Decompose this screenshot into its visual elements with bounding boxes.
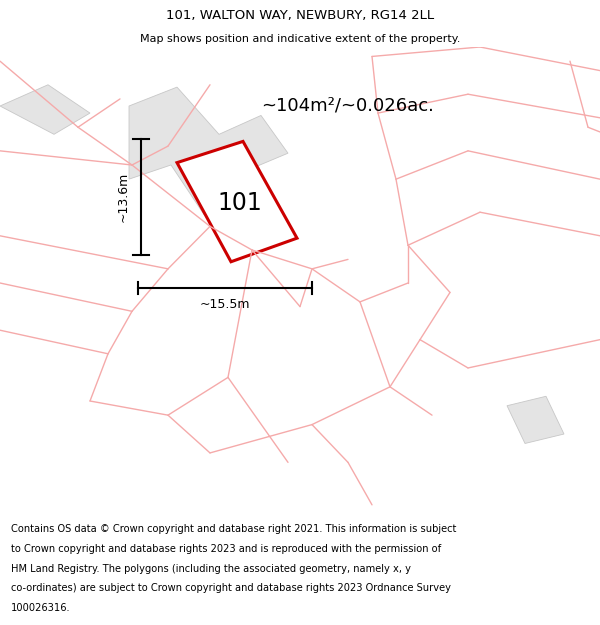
Text: co-ordinates) are subject to Crown copyright and database rights 2023 Ordnance S: co-ordinates) are subject to Crown copyr… bbox=[11, 583, 451, 593]
Text: ~15.5m: ~15.5m bbox=[200, 298, 250, 311]
Text: 100026316.: 100026316. bbox=[11, 602, 70, 612]
Polygon shape bbox=[177, 141, 297, 262]
Text: Contains OS data © Crown copyright and database right 2021. This information is : Contains OS data © Crown copyright and d… bbox=[11, 524, 456, 534]
Text: ~104m²/~0.026ac.: ~104m²/~0.026ac. bbox=[262, 97, 434, 115]
Text: HM Land Registry. The polygons (including the associated geometry, namely x, y: HM Land Registry. The polygons (includin… bbox=[11, 564, 411, 574]
Text: 101, WALTON WAY, NEWBURY, RG14 2LL: 101, WALTON WAY, NEWBURY, RG14 2LL bbox=[166, 9, 434, 22]
Polygon shape bbox=[129, 87, 288, 214]
Polygon shape bbox=[0, 85, 90, 134]
Text: to Crown copyright and database rights 2023 and is reproduced with the permissio: to Crown copyright and database rights 2… bbox=[11, 544, 441, 554]
Text: Map shows position and indicative extent of the property.: Map shows position and indicative extent… bbox=[140, 34, 460, 44]
Polygon shape bbox=[507, 396, 564, 444]
Text: ~13.6m: ~13.6m bbox=[116, 172, 130, 222]
Text: 101: 101 bbox=[218, 191, 262, 215]
